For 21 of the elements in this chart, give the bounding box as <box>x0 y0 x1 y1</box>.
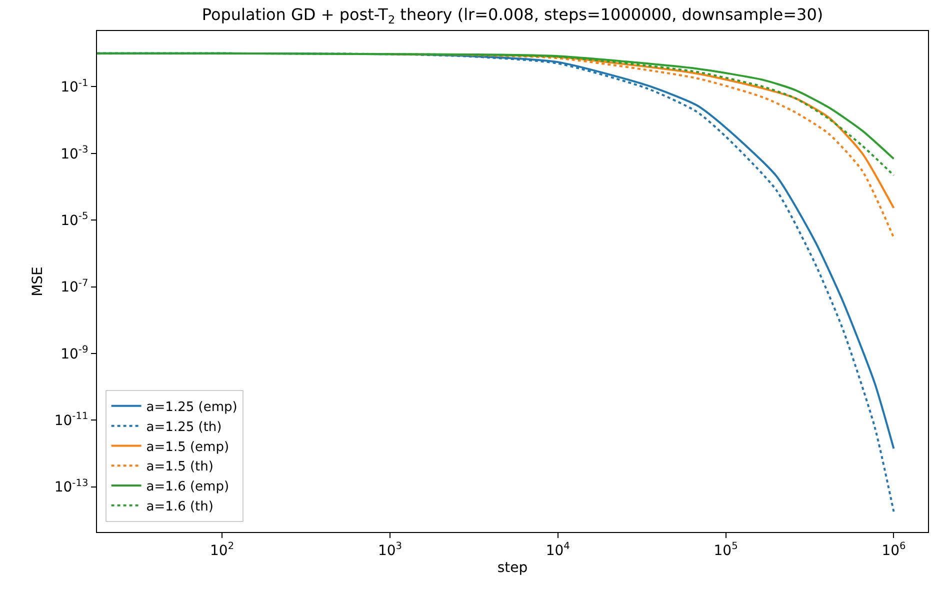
legend-label: a=1.5 (th) <box>146 460 214 475</box>
x-axis-title: step <box>497 560 528 576</box>
y-axis-title: MSE <box>30 266 46 296</box>
y-tick-label: 10$^{-11}$ <box>54 411 88 430</box>
legend-label: a=1.5 (emp) <box>146 440 230 455</box>
legend-label: a=1.6 (th) <box>146 500 214 514</box>
x-tick-label: 10$^{2}$ <box>210 540 234 559</box>
x-tick-label: 10$^{6}$ <box>882 540 906 559</box>
y-tick-label: 10$^{-1}$ <box>60 78 88 96</box>
x-tick-label: 10$^{3}$ <box>378 540 402 559</box>
y-tick-label: 10$^{-9}$ <box>60 344 88 362</box>
y-tick-label: 10$^{-13}$ <box>54 478 88 496</box>
y-tick-label: 10$^{-7}$ <box>60 278 88 296</box>
x-tick-label: 10$^{5}$ <box>714 540 738 559</box>
x-tick-label: 10$^{4}$ <box>546 540 570 559</box>
legend-label: a=1.25 (emp) <box>146 400 238 415</box>
chart-title: Population GD + post-T$_{2}$ theory (lr=0.008, steps=1000000, downsample=30) <box>202 5 824 27</box>
legend-label: a=1.25 (th) <box>146 420 222 435</box>
y-tick-label: 10$^{-3}$ <box>60 144 88 162</box>
legend-label: a=1.6 (emp) <box>146 480 230 495</box>
y-tick-label: 10$^{-5}$ <box>60 211 88 229</box>
